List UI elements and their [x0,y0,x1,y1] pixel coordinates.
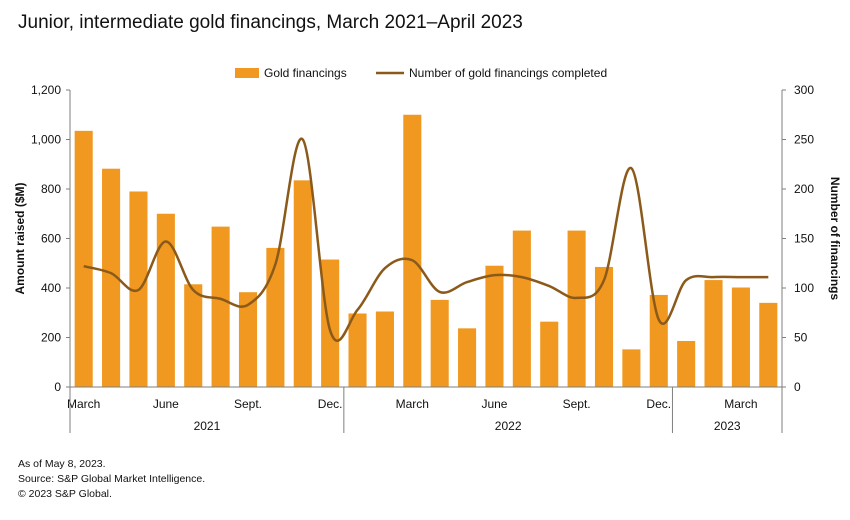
legend-line-label: Number of gold financings completed [409,66,607,80]
bar [430,299,449,387]
year-group-label: 2021 [194,419,221,433]
y-tick-label-left: 800 [41,182,61,196]
bar [622,349,641,387]
y-tick-label-right: 0 [794,380,801,394]
line-point [740,276,742,278]
x-tick-label: Sept. [563,397,591,411]
y-tick-label-left: 1,200 [31,83,61,97]
line-series [82,137,769,342]
bar [540,321,559,387]
y-tick-label-left: 0 [54,380,61,394]
bar [485,265,504,387]
y-axis-left-title: Amount raised ($M) [13,182,27,294]
legend: Gold financings Number of gold financings… [235,66,607,80]
bar [458,328,477,387]
y-tick-label-right: 250 [794,133,814,147]
line-point [219,298,221,300]
bar [293,180,312,387]
y-tick-label-right: 50 [794,331,808,345]
y-tick-label-right: 300 [794,83,814,97]
line-point [384,267,386,269]
line-point [274,263,276,265]
x-tick-label: March [67,397,100,411]
line-point [411,259,413,261]
y-tick-label-left: 200 [41,331,61,345]
bar [348,313,367,387]
line-point [712,276,714,278]
line-point [329,329,331,331]
bar [759,302,778,387]
x-tick-label: March [724,397,757,411]
footnote-copyright: © 2023 S&P Global. [18,488,112,500]
footnote-source: Source: S&P Global Market Intelligence. [18,473,206,485]
bar [375,311,394,387]
axes: 0 200 400 600 800 1,000 1,200 0 50 100 150 200 250 30… [13,83,842,394]
line-point [438,291,440,293]
x-tick-label: Dec. [646,397,671,411]
bar [731,287,750,387]
bar [649,294,668,387]
y-tick-label-left: 600 [41,232,61,246]
year-group-label: 2022 [495,419,522,433]
line-point [110,272,112,274]
x-axis: March June Sept. Dec. March June Sept. Dec. Marc… [67,386,783,433]
y-tick-label-right: 200 [794,182,814,196]
x-tick-label: March [396,397,429,411]
y-tick-label-right: 100 [794,281,814,295]
y-tick-label-left: 1,000 [31,133,61,147]
line-point [137,289,139,291]
line-point [466,281,468,283]
bar [266,247,285,387]
line-point [165,240,167,242]
line-point [548,285,550,287]
line-point [767,276,769,278]
bar [156,213,175,387]
footnote-as-of: As of May 8, 2023. [18,458,106,470]
line-point [630,167,632,169]
bar [184,284,203,387]
line-point [603,279,605,281]
bar [594,266,614,387]
x-tick-label: Sept. [234,397,262,411]
chart-title: Junior, intermediate gold financings, Ma… [18,12,523,33]
bar [74,130,93,387]
bar [211,226,230,387]
bar [102,168,121,387]
bar [512,230,531,387]
line-point [521,276,523,278]
line-point [685,279,687,281]
line-point [658,318,660,320]
legend-bar-swatch [235,68,259,78]
bar [567,230,586,387]
legend-bar-label: Gold financings [264,66,347,80]
bar [704,280,723,387]
bar [677,340,696,387]
line-path [83,137,769,342]
x-tick-label: June [481,397,507,411]
line-point [247,304,249,306]
bar [238,292,258,387]
line-point [82,265,84,267]
line-point [575,297,577,299]
bar [403,114,422,387]
bar-series [74,114,778,387]
y-tick-label-left: 400 [41,281,61,295]
line-point [356,309,358,311]
y-tick-label-right: 150 [794,232,814,246]
line-point [192,289,194,291]
year-group-label: 2023 [714,419,741,433]
x-tick-label: Dec. [318,397,343,411]
bar [321,259,340,387]
y-axis-right-title: Number of financings [828,177,842,301]
x-tick-label: June [153,397,179,411]
line-point [493,274,495,276]
line-point [302,138,304,140]
